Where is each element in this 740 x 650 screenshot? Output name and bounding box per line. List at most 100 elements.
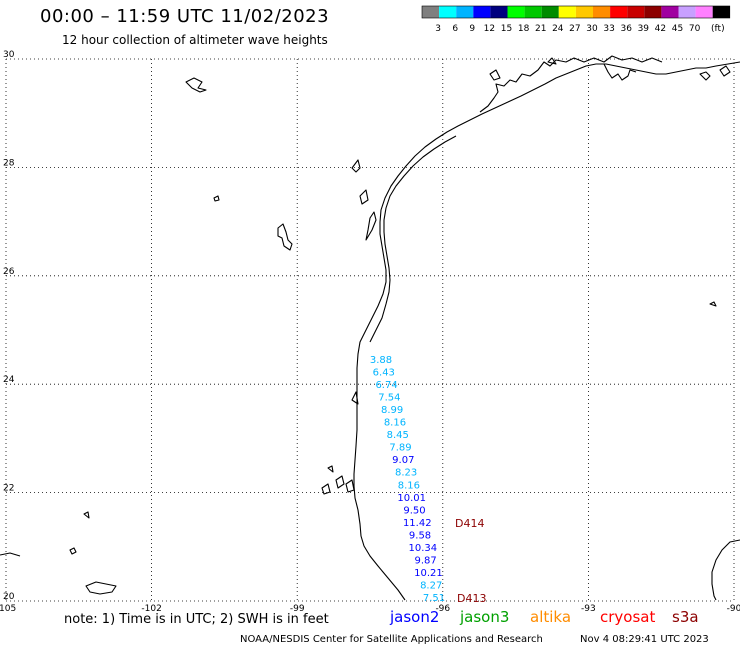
wave-height-label: 8.99 xyxy=(381,405,403,416)
wave-height-label: 9.07 xyxy=(392,455,414,466)
lagoon-4 xyxy=(351,391,359,405)
lat-lon-grid xyxy=(5,58,735,602)
legend-label: 24 xyxy=(552,24,564,34)
lagoon-3 xyxy=(359,189,369,205)
lake-14 xyxy=(547,57,557,65)
legend-swatch xyxy=(593,6,611,18)
satellite-jason3: jason3 xyxy=(460,608,510,626)
legend-swatch xyxy=(524,6,542,18)
legend-label: 3 xyxy=(435,24,441,34)
mexico-west-coast xyxy=(0,552,21,557)
legend-label: 27 xyxy=(569,24,580,34)
lon-tick-label: -102 xyxy=(141,604,161,614)
wave-height-label: 7.54 xyxy=(378,393,400,404)
pass-labels: D414 D413 xyxy=(455,517,486,605)
legend-swatch xyxy=(473,6,491,18)
legend-swatch xyxy=(558,6,576,18)
lake-10 xyxy=(85,581,117,595)
lake-5 xyxy=(321,483,331,495)
legend-swatch xyxy=(490,6,508,18)
wave-height-label: 8.27 xyxy=(420,580,442,591)
lat-tick-label: 22 xyxy=(3,484,14,494)
legend-swatch xyxy=(456,6,474,18)
lon-tick-label: -105 xyxy=(0,604,16,614)
lake-15 xyxy=(489,69,501,81)
lake-3 xyxy=(277,223,293,251)
lake-9 xyxy=(69,547,77,555)
yucatan-coast xyxy=(711,539,740,601)
lake-4 xyxy=(327,465,334,473)
legend-swatch xyxy=(610,6,628,18)
legend-label: 45 xyxy=(672,24,683,34)
lake-11 xyxy=(709,301,717,307)
lat-tick-label: 24 xyxy=(3,375,15,385)
legend-label: 70 xyxy=(689,24,701,34)
legend-label: 21 xyxy=(535,24,546,34)
lon-tick-label: -96 xyxy=(435,604,450,614)
legend-unit: (ft) xyxy=(711,24,725,34)
color-legend: 3 6 9 12 15 18 21 24 27 30 33 36 39 42 45 70 (ft) xyxy=(421,5,731,34)
timestamp: Nov 4 08:29:41 UTC 2023 xyxy=(580,634,709,645)
pass-id-label: D414 xyxy=(455,517,484,530)
wave-height-label: 7.51 xyxy=(423,593,445,604)
wave-height-label: 9.58 xyxy=(409,530,431,541)
axis-tick-labels: -105 -102 -99 -96 -93 -90 30 28 26 24 22 20 xyxy=(0,50,740,614)
legend-swatch xyxy=(422,6,440,18)
legend-label: 39 xyxy=(638,24,650,34)
lagoon-2 xyxy=(351,159,361,173)
lon-tick-label: -90 xyxy=(727,604,740,614)
wave-height-label: 6.43 xyxy=(373,368,395,379)
lake-8 xyxy=(83,511,90,519)
wave-height-label: 8.45 xyxy=(387,430,409,441)
lon-tick-label: -99 xyxy=(290,604,305,614)
lake-1 xyxy=(185,77,207,93)
legend-swatch xyxy=(627,6,645,18)
legend-label: 12 xyxy=(484,24,495,34)
wave-height-label: 9.87 xyxy=(414,555,436,566)
legend-label: 6 xyxy=(452,24,458,34)
mississippi-delta xyxy=(603,63,637,81)
wave-height-label: 6.74 xyxy=(375,380,397,391)
map-subtitle: 12 hour collection of altimeter wave hei… xyxy=(62,33,328,47)
legend-swatch xyxy=(678,6,696,18)
wave-height-label: 10.34 xyxy=(409,543,438,554)
wave-height-label: 7.89 xyxy=(389,443,411,454)
lat-tick-label: 30 xyxy=(3,50,15,60)
satellite-s3a: s3a xyxy=(672,608,699,626)
legend-label: 36 xyxy=(620,24,632,34)
credit-line: NOAA/NESDIS Center for Satellite Applica… xyxy=(240,634,543,645)
legend-label: 42 xyxy=(655,24,666,34)
legend-label: 15 xyxy=(501,24,512,34)
legend-swatch xyxy=(541,6,559,18)
lake-6 xyxy=(335,475,345,489)
legend-swatch xyxy=(712,6,730,18)
legend-swatch xyxy=(661,6,679,18)
mainland-coast xyxy=(353,61,740,601)
legend-swatch xyxy=(439,6,457,18)
wave-height-label: 3.88 xyxy=(370,355,392,366)
lat-tick-label: 28 xyxy=(3,158,15,168)
wave-height-label: 10.21 xyxy=(414,568,443,579)
wave-height-label: 8.16 xyxy=(384,418,406,429)
legend-label: 18 xyxy=(518,24,530,34)
satellite-cryosat: cryosat xyxy=(600,608,656,626)
wave-height-label: 8.23 xyxy=(395,468,417,479)
coastline xyxy=(0,55,740,601)
altimeter-track: 3.88 6.436.74 7.548.99 8.168.45 7.899.07 8.23… xyxy=(370,355,445,604)
louisiana-bays xyxy=(479,55,663,113)
map-title: 00:00 – 11:59 UTC 11/02/2023 xyxy=(40,6,330,27)
legend-label: 33 xyxy=(603,24,614,34)
legend-swatch xyxy=(575,6,593,18)
satellite-jason2: jason2 xyxy=(390,608,440,626)
legend-swatch xyxy=(695,6,713,18)
lake-12 xyxy=(699,71,711,81)
wave-height-label: 11.42 xyxy=(403,518,432,529)
legend-swatch xyxy=(507,6,525,18)
footer-note: note: 1) Time is in UTC; 2) SWH is in fe… xyxy=(64,612,329,627)
satellite-altika: altika xyxy=(530,608,572,626)
pass-id-label: D413 xyxy=(457,592,486,605)
wave-height-label: 10.01 xyxy=(397,493,426,504)
wave-height-label: 9.50 xyxy=(403,505,425,516)
legend-label: 30 xyxy=(586,24,598,34)
